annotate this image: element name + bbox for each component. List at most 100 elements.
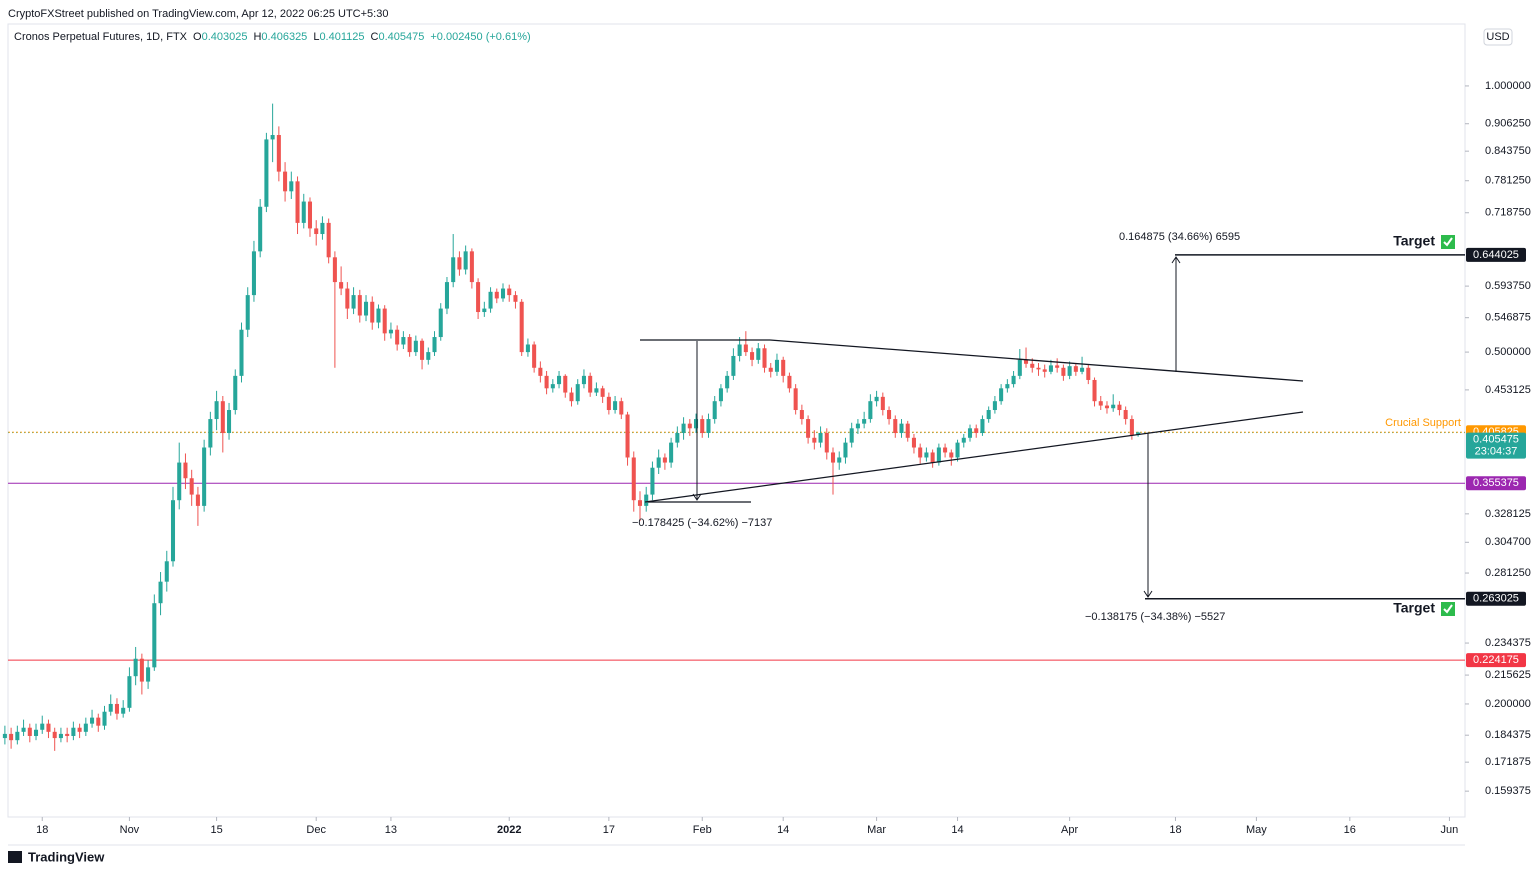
candle-body — [575, 384, 580, 402]
candle-body — [52, 731, 57, 739]
series-layer: 1.000000 0.906250 0.843750 0.781250 0.718750… — [2, 80, 1531, 836]
candle-body — [1061, 367, 1066, 376]
candle-body — [718, 388, 723, 402]
candle-body — [245, 295, 250, 330]
candle-body — [899, 423, 904, 434]
candle-body — [887, 410, 892, 420]
candle-body — [146, 667, 151, 682]
candle-body — [339, 282, 344, 289]
candle-body — [812, 437, 817, 443]
candle-body — [507, 288, 512, 296]
candle-body — [214, 401, 219, 420]
candle-body — [444, 282, 449, 309]
y-tick-label: 0.304700 — [1485, 536, 1531, 548]
candle-body — [96, 717, 101, 726]
candle-body — [669, 442, 674, 463]
candle-body — [1098, 401, 1103, 406]
candle-body — [799, 410, 804, 420]
candle-body — [980, 419, 985, 434]
candle-body — [681, 423, 686, 434]
x-tick-label: Feb — [693, 824, 712, 836]
candle-body — [1136, 432, 1141, 435]
candle-body — [756, 348, 761, 360]
candle-body — [314, 228, 319, 235]
check-mark — [1443, 237, 1453, 247]
candle-body — [65, 733, 70, 736]
candle-body — [706, 419, 711, 434]
candle-body — [1024, 359, 1029, 364]
candle-body — [544, 375, 549, 389]
y-tick-label: 0.453125 — [1485, 384, 1531, 396]
candle-body — [114, 703, 119, 714]
candle-body — [482, 308, 487, 313]
candle-body — [139, 658, 144, 682]
candle-body — [33, 729, 39, 736]
y-tick-label: 1.000000 — [1485, 80, 1531, 92]
candle-body — [581, 375, 586, 385]
candle-body — [1123, 410, 1128, 420]
candle-body — [936, 447, 941, 463]
candle-body — [376, 308, 381, 323]
candle-body — [955, 442, 960, 458]
candle-body — [1005, 384, 1010, 389]
candle-body — [395, 329, 400, 345]
candle-body — [986, 410, 991, 420]
candle-body — [432, 337, 437, 353]
check-mark — [1443, 604, 1453, 614]
candle-body — [1073, 366, 1078, 372]
ohlc-value: 0.405475 — [378, 31, 424, 43]
ohlc-value: 0.403025 — [202, 31, 248, 43]
candle-body — [949, 452, 954, 458]
candle-body — [1086, 367, 1091, 380]
candle-body — [787, 375, 792, 389]
ohlc-label: C — [371, 31, 379, 43]
level-label: Crucial Support — [1385, 417, 1461, 429]
candle-body — [208, 419, 213, 448]
measure-label: −0.138175 (−34.38%) −5527 — [1085, 611, 1225, 623]
candle-body — [880, 396, 885, 411]
candle-body — [1030, 363, 1035, 368]
candle-body — [357, 295, 362, 316]
candle-body — [494, 291, 499, 299]
candle-body — [220, 401, 225, 434]
candle-body — [737, 344, 742, 356]
candle-body — [525, 344, 530, 353]
candle-body — [239, 329, 244, 376]
y-tick-label: 0.906250 — [1485, 118, 1531, 130]
y-tick-label: 0.546875 — [1485, 312, 1531, 324]
candle-body — [77, 727, 82, 732]
candle-body — [700, 419, 705, 434]
candle-body — [102, 711, 107, 726]
currency[interactable]: USD — [1486, 31, 1509, 43]
y-tick-label: 0.171875 — [1485, 756, 1531, 768]
candle-body — [893, 419, 898, 434]
candle-body — [768, 367, 773, 372]
candle-body — [90, 717, 95, 724]
y-tick-label: 0.184375 — [1485, 729, 1531, 741]
candle-body — [1129, 419, 1134, 435]
candle-body — [21, 727, 26, 732]
candle-body — [158, 581, 163, 604]
candle-body — [1055, 365, 1060, 368]
footer-brand: TradingView — [28, 849, 105, 864]
y-tick-label: 0.159375 — [1485, 785, 1531, 797]
candle-body — [874, 396, 879, 402]
candle-body — [1117, 404, 1122, 411]
upper-trendline — [769, 339, 1304, 382]
candle-body — [71, 727, 76, 736]
drawings — [640, 256, 1304, 598]
currency-box[interactable] — [1483, 28, 1513, 46]
candle-body — [656, 457, 661, 468]
candle-body — [83, 723, 88, 732]
candle-body — [532, 344, 537, 368]
candle-body — [264, 139, 269, 207]
y-tick-label: 0.593750 — [1485, 280, 1531, 292]
x-tick-label: 18 — [36, 824, 48, 836]
x-tick-label: 18 — [1169, 824, 1181, 836]
legend: Cronos Perpetual Futures, 1D, FTX O0.4030… — [14, 31, 531, 43]
candle-body — [426, 352, 431, 360]
candle-body — [918, 447, 923, 458]
candle-body — [569, 392, 574, 402]
